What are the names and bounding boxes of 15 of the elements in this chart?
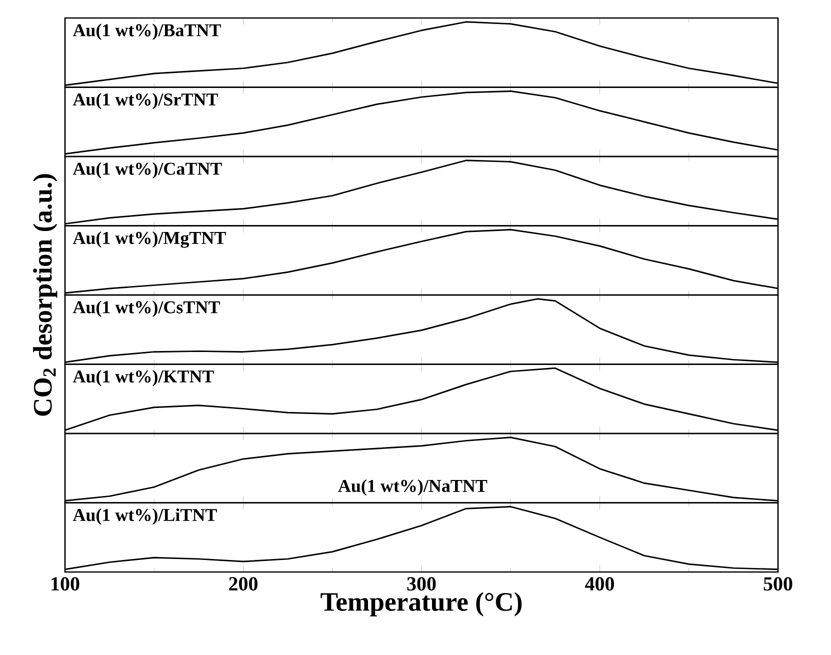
x-tick-label: 200 <box>229 577 258 591</box>
annotation: Au(1 wt%)/CaTNT <box>72 162 222 178</box>
x-tick-label: 100 <box>52 577 80 591</box>
annotation: Au(1 wt%)/SrTNT <box>72 92 218 110</box>
x-tick-label: 400 <box>585 577 614 591</box>
annotation: Au(1 wt%)/KTNT <box>72 370 214 386</box>
annotation: Au(1 wt%)/MgTNT <box>72 231 226 248</box>
annotation: Au(1 wt%)/CsTNT <box>72 300 220 317</box>
x-axis-title: Temperature (°C) <box>320 592 522 616</box>
annotation: Au(1 wt%)/LiTNT <box>72 508 217 525</box>
x-tick-label: 300 <box>407 577 436 591</box>
y-axis-title: CO$_{2}$ desorption (a.u.) <box>33 174 58 416</box>
x-tick-label: 500 <box>764 577 792 591</box>
annotation: Au(1 wt%)/NaTNT <box>338 479 488 496</box>
annotation: Au(1 wt%)/BaTNT <box>72 24 221 40</box>
